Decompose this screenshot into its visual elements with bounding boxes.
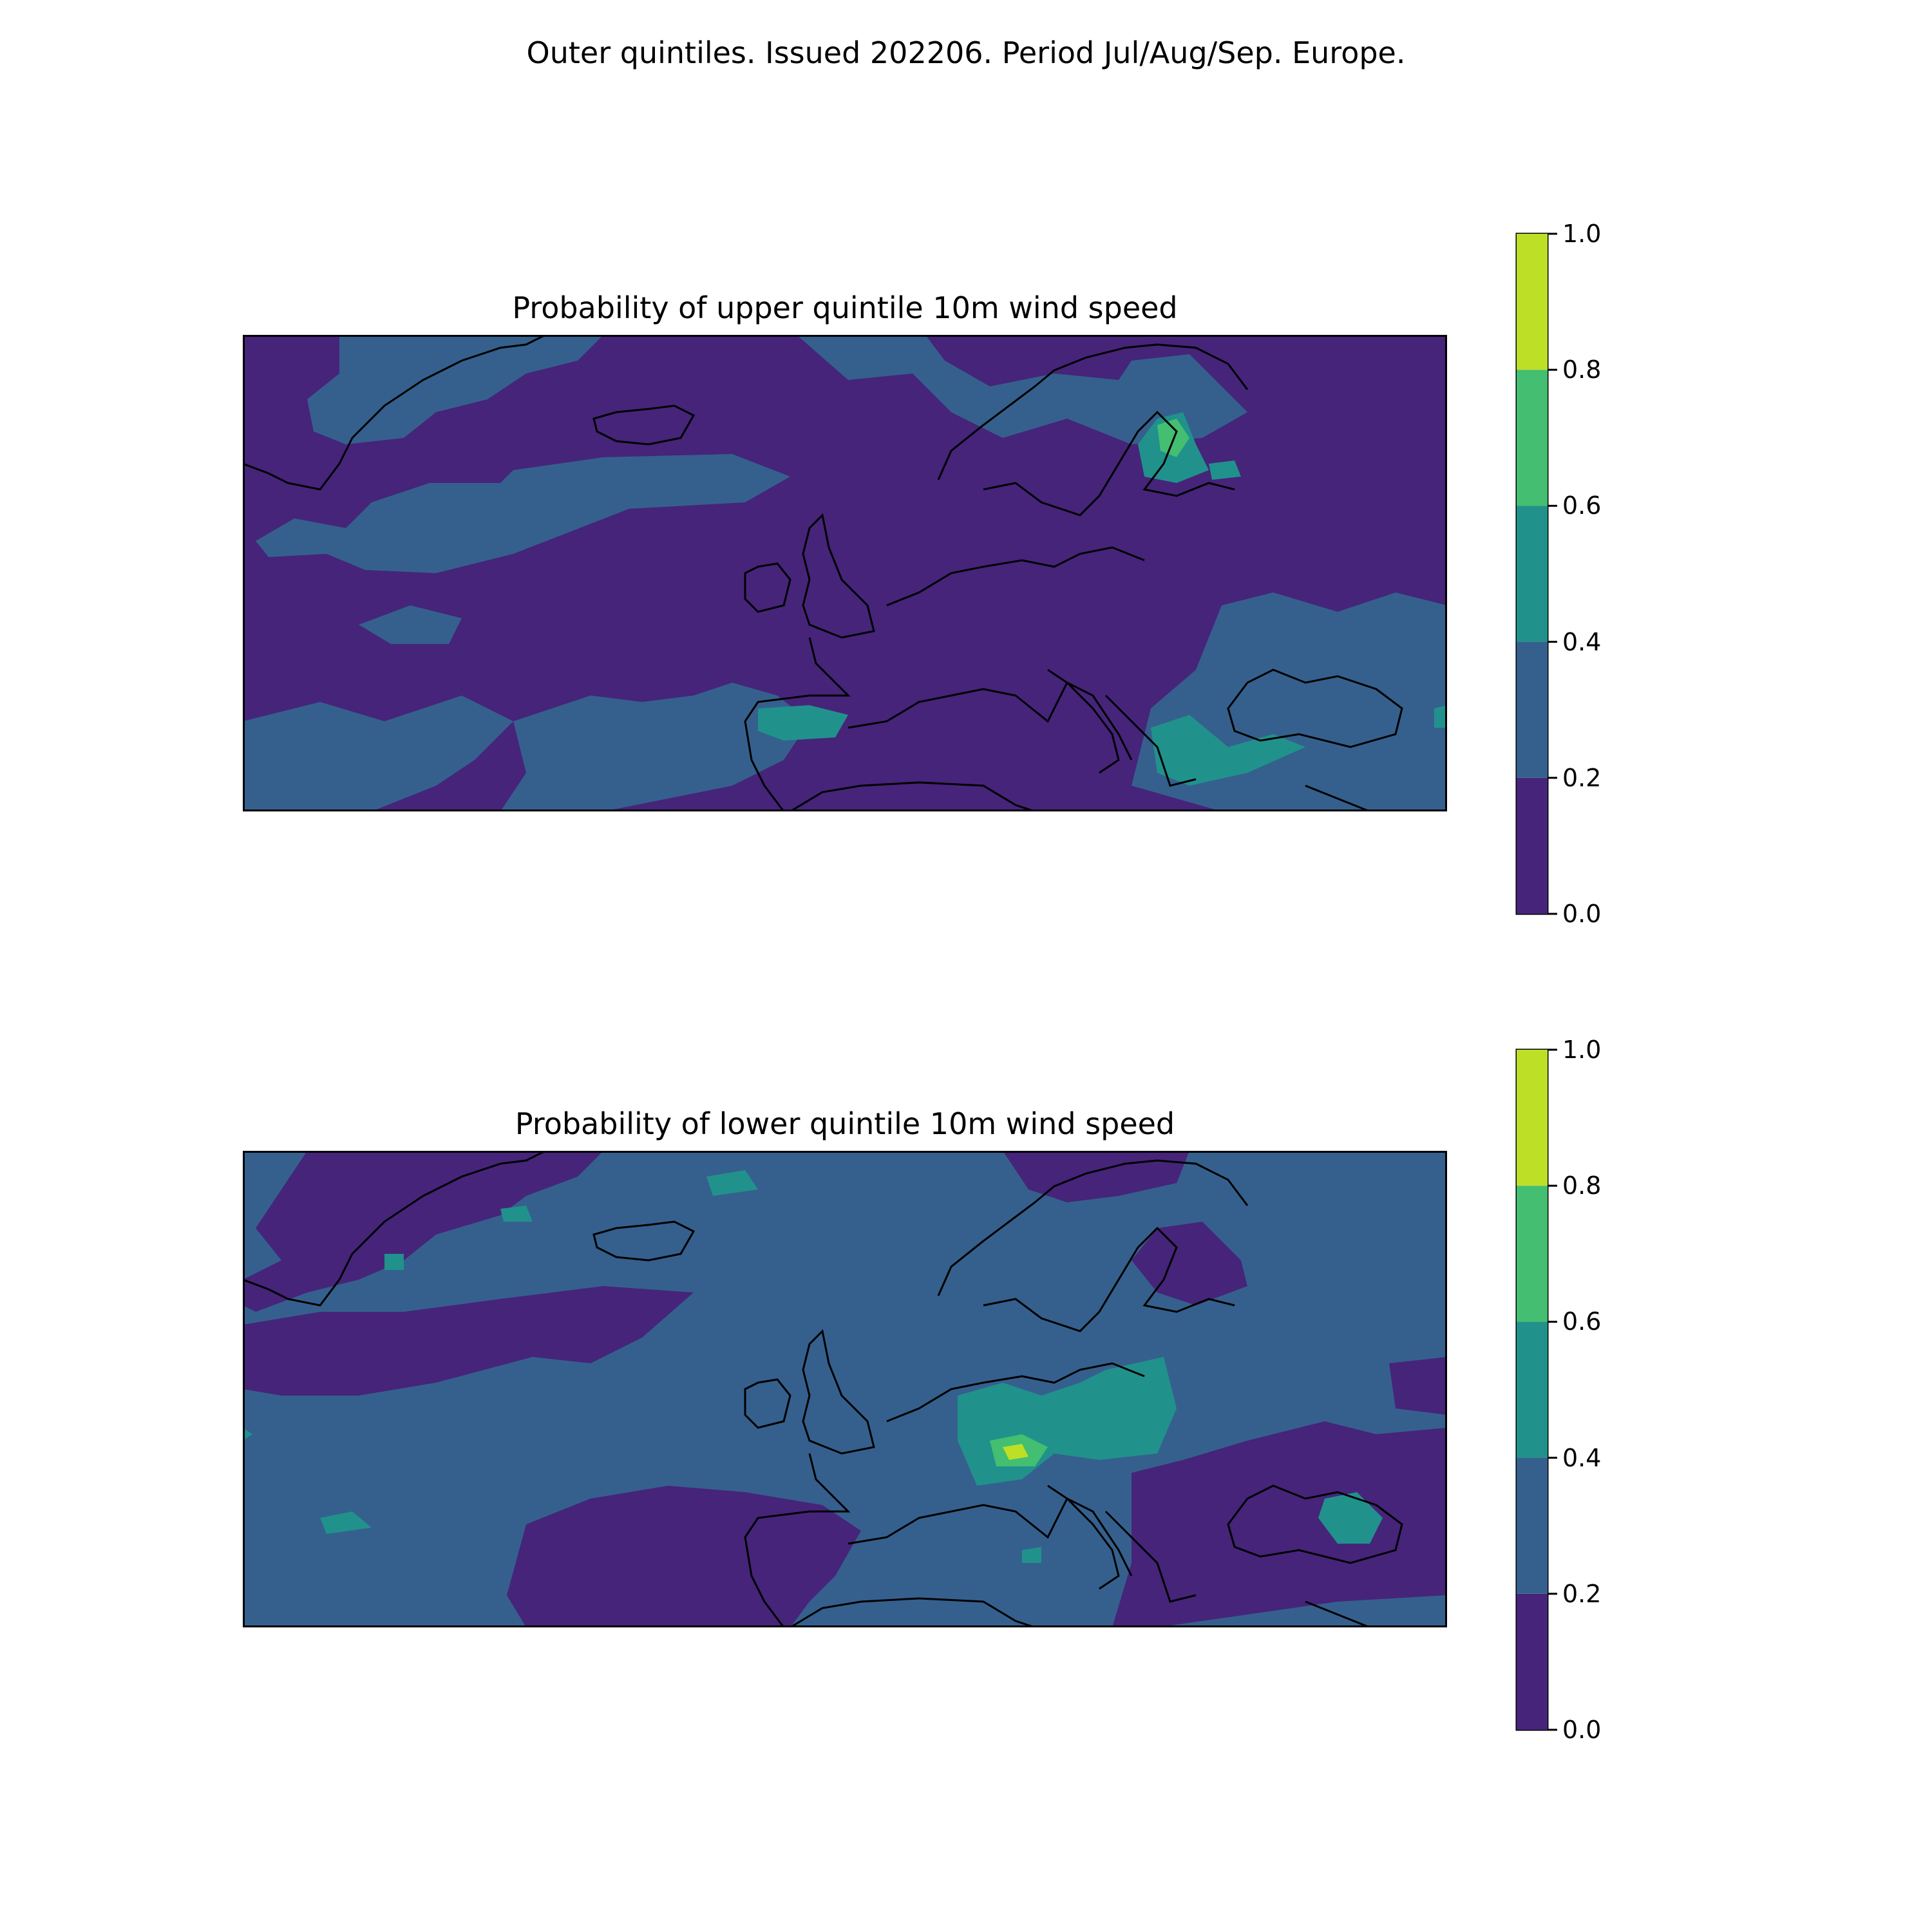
upper-coast-italy — [1047, 668, 1120, 774]
lower-colorbar-tick-label: 0.2 — [1562, 1580, 1601, 1608]
upper-colorbar-segment-4 — [1517, 234, 1548, 370]
lower-region-east-low — [1389, 1357, 1447, 1415]
upper-coast-iceland — [592, 404, 696, 446]
upper-coast-levant — [1305, 784, 1370, 811]
upper-colorbar-tick-label: 0.8 — [1562, 355, 1601, 384]
upper-colorbar-tick-label: 0.4 — [1562, 628, 1601, 656]
upper-colorbar-tick-label: 0.0 — [1562, 900, 1601, 928]
lower-region-tyrrhenian-spot — [1022, 1547, 1041, 1563]
lower-colorbar: 0.0 0.2 0.4 0.6 0.8 1.0 — [1515, 1036, 1601, 1744]
upper-coast-sweden-finland — [983, 410, 1235, 516]
upper-coast-europe-west — [886, 546, 1145, 607]
upper-region-caspian-edge — [1434, 705, 1447, 728]
lower-coast-greenland — [243, 1151, 546, 1307]
upper-coast-ireland — [744, 562, 791, 613]
upper-region-greenland-sea — [307, 335, 603, 444]
lower-colorbar-ticks — [1548, 1048, 1557, 1731]
upper-region-subtropical-atlantic — [359, 605, 462, 644]
lower-region-central-europe-peak — [1003, 1444, 1028, 1460]
lower-coastlines — [243, 1151, 1403, 1627]
upper-region-western-mediterranean — [500, 683, 810, 811]
lower-coast-black-sea — [1227, 1484, 1403, 1564]
upper-coast-greenland — [243, 335, 546, 491]
lower-colorbar-tick-label: 1.0 — [1562, 1036, 1601, 1064]
lower-region-north-atlantic-low — [243, 1286, 694, 1396]
upper-colorbar-segment-1 — [1517, 641, 1548, 778]
upper-colorbar-ticks — [1548, 232, 1557, 915]
lower-coast-levant — [1305, 1600, 1370, 1627]
lower-region-southwest-iberia-low — [507, 1486, 861, 1627]
upper-region-bothnia-east — [1209, 460, 1241, 480]
upper-coast-balkans — [1104, 694, 1197, 787]
lower-region-irminger-spot — [500, 1206, 533, 1222]
lower-colorbar-tick-label: 0.4 — [1562, 1444, 1601, 1472]
upper-colorbar-tick-label: 1.0 — [1562, 220, 1601, 248]
upper-quintile-map — [243, 335, 1447, 811]
upper-region-norwegian-sea — [797, 335, 1247, 444]
upper-region-midatlantic-south — [243, 696, 513, 811]
upper-colorbar-segment-2 — [1517, 506, 1548, 642]
lower-coast-ireland — [744, 1378, 791, 1429]
lower-coast-north-africa — [790, 1597, 1036, 1627]
lower-colorbar-tick-label: 0.6 — [1562, 1307, 1601, 1336]
lower-colorbar-segment-0 — [1517, 1593, 1548, 1730]
lower-coast-britain — [802, 1329, 875, 1455]
lower-region-west-edge-spot — [243, 1428, 252, 1441]
upper-map-frame — [243, 335, 1447, 811]
upper-colorbar-segment-3 — [1517, 370, 1548, 506]
figure-title: Outer quintiles. Issued 202206. Period J… — [526, 35, 1406, 70]
lower-region-balkans-black-sea-low — [1112, 1421, 1447, 1627]
upper-coast-north-africa — [790, 781, 1036, 811]
lower-coast-europe-west — [886, 1362, 1145, 1423]
upper-coast-norway — [937, 343, 1249, 480]
upper-coast-britain — [802, 513, 875, 639]
upper-panel-title: Probability of upper quintile 10m wind s… — [512, 290, 1178, 325]
upper-colorbar-segment-0 — [1517, 777, 1548, 914]
lower-coast-balkans — [1104, 1510, 1197, 1603]
lower-colorbar-tick-label: 0.0 — [1562, 1716, 1601, 1744]
lower-colorbar-segment-1 — [1517, 1457, 1548, 1594]
lower-map-frame — [243, 1151, 1447, 1627]
upper-region-aegean — [1151, 715, 1305, 786]
upper-colorbar-tick-label: 0.6 — [1562, 491, 1601, 520]
lower-coast-sweden-finland — [983, 1226, 1235, 1332]
upper-coast-black-sea — [1227, 668, 1403, 748]
upper-coast-france-iberia — [744, 637, 851, 811]
lower-panel-title: Probability of lower quintile 10m wind s… — [515, 1106, 1175, 1141]
upper-colorbar: 0.0 0.2 0.4 0.6 0.8 1.0 — [1515, 220, 1601, 928]
lower-coast-italy — [1047, 1484, 1120, 1590]
lower-coast-norway — [937, 1159, 1249, 1296]
upper-colorbar-tick-label: 0.2 — [1562, 764, 1601, 792]
lower-coast-iceland — [592, 1220, 696, 1262]
lower-region-atlantic-spot — [320, 1511, 372, 1534]
lower-coast-med-north — [848, 1497, 1133, 1577]
lower-colorbar-tick-label: 0.8 — [1562, 1171, 1601, 1200]
lower-region-iceland-sea — [706, 1170, 758, 1196]
lower-region-labrador-spot — [384, 1254, 404, 1270]
upper-coast-med-north — [848, 681, 1133, 761]
lower-region-caucasus — [1318, 1492, 1383, 1544]
lower-colorbar-segment-2 — [1517, 1321, 1548, 1458]
lower-region-greenland-coast — [243, 1151, 603, 1312]
lower-coast-france-iberia — [744, 1453, 851, 1627]
upper-coastlines — [243, 335, 1403, 811]
upper-region-north-atlantic-band — [256, 454, 790, 573]
lower-quintile-map — [243, 1151, 1447, 1627]
lower-colorbar-segment-3 — [1517, 1186, 1548, 1322]
upper-region-iberia — [758, 705, 848, 741]
lower-colorbar-segment-4 — [1517, 1050, 1548, 1186]
